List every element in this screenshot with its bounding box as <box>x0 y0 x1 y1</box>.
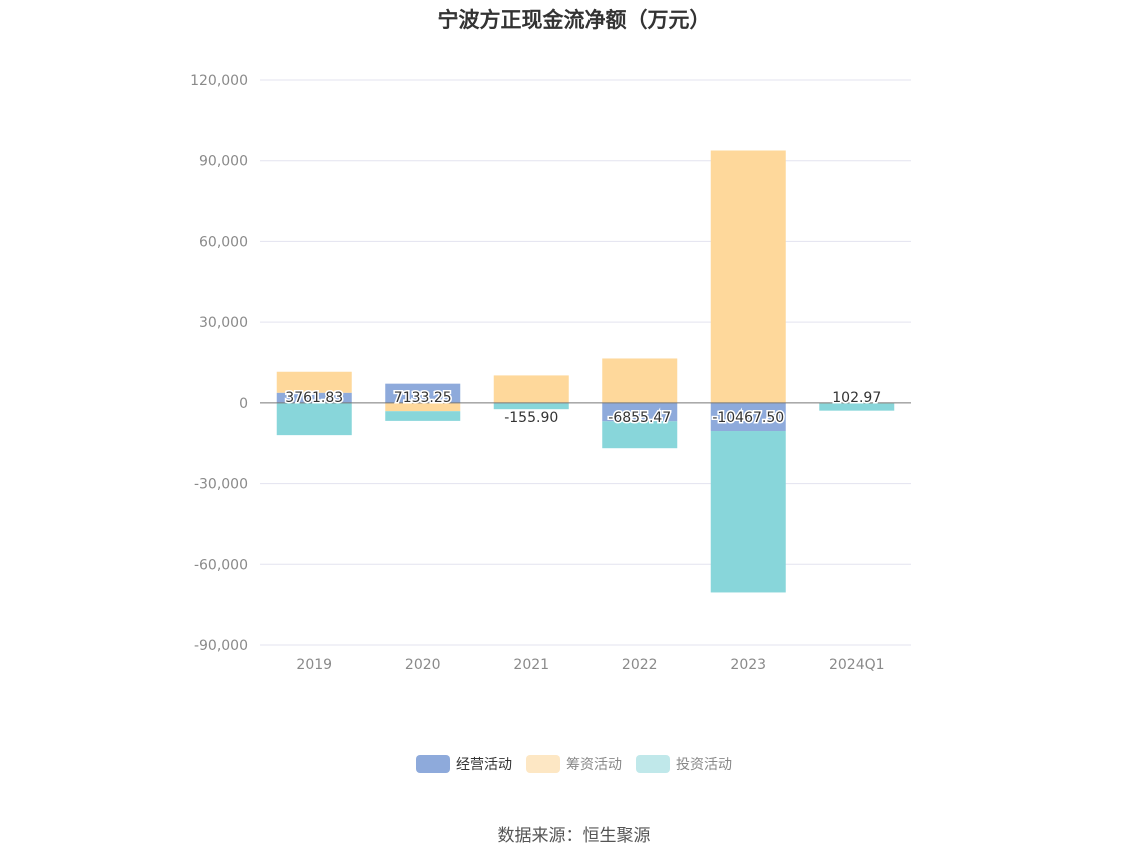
legend-swatch <box>526 755 560 773</box>
legend-item[interactable]: 经营活动 <box>416 754 512 774</box>
bar-segment[interactable] <box>602 402 678 422</box>
bar-segment[interactable] <box>493 375 569 403</box>
bar-segment[interactable] <box>276 371 352 393</box>
bar-segment[interactable] <box>819 403 895 411</box>
source-note: 数据来源：恒生聚源 <box>497 826 651 846</box>
x-axis: 2019 2020 2021 2022 2023 2024Q1 <box>296 657 884 673</box>
legend-item[interactable]: 筹资活动 <box>526 754 622 774</box>
legend-item[interactable]: 投资活动 <box>636 754 732 774</box>
bar-segment[interactable] <box>276 392 352 403</box>
legend-label: 经营活动 <box>456 757 512 773</box>
y-axis: 120,000 90,000 60,000 30,000 0 -30,000 -60,000… <box>190 73 248 654</box>
x-tick-label: 2022 <box>622 657 658 673</box>
bar-segment[interactable] <box>710 402 786 432</box>
bar-segment[interactable] <box>385 411 461 421</box>
bars <box>276 150 895 593</box>
bar-segment[interactable] <box>385 383 461 403</box>
y-tick-label: 30,000 <box>199 315 248 331</box>
x-tick-label: 2019 <box>296 657 332 673</box>
data-label: 102.97 <box>832 390 881 406</box>
bar-segment[interactable] <box>276 402 352 436</box>
x-tick-label: 2021 <box>513 657 549 673</box>
legend-label: 投资活动 <box>676 757 732 773</box>
chart-title: 宁波方正现金流净额（万元） <box>437 8 711 32</box>
bar-segment[interactable] <box>385 402 461 412</box>
bar-segment[interactable] <box>493 403 569 410</box>
bar-segment[interactable] <box>602 421 678 449</box>
y-tick-label: 60,000 <box>199 234 248 250</box>
data-label: -10467.50 <box>712 410 784 426</box>
legend-swatch <box>416 755 450 773</box>
data-label: 7133.25 <box>394 390 452 406</box>
data-label: -6855.47 <box>608 410 671 426</box>
data-label: 3761.83 <box>285 390 343 406</box>
y-tick-label: -30,000 <box>194 477 248 493</box>
x-tick-label: 2023 <box>730 657 766 673</box>
legend-swatch <box>636 755 670 773</box>
x-tick-label: 2020 <box>405 657 441 673</box>
y-tick-label: 0 <box>239 396 248 412</box>
legend-label: 筹资活动 <box>566 757 622 773</box>
bar-segment[interactable] <box>710 431 786 593</box>
y-tick-label: 120,000 <box>190 73 248 89</box>
y-tick-label: -60,000 <box>194 557 248 573</box>
x-tick-label: 2024Q1 <box>829 657 885 673</box>
grid-lines <box>260 79 911 646</box>
bar-segment[interactable] <box>602 358 678 403</box>
y-tick-label: 90,000 <box>199 154 248 170</box>
data-label: -155.90 <box>504 410 558 426</box>
data-labels: 3761.83 7133.25 -155.90 -6855.47 -10467.50 10… <box>284 388 883 427</box>
bar-segment[interactable] <box>710 150 786 403</box>
legend: 经营活动 筹资活动 投资活动 <box>0 754 1148 774</box>
y-tick-label: -90,000 <box>194 638 248 654</box>
